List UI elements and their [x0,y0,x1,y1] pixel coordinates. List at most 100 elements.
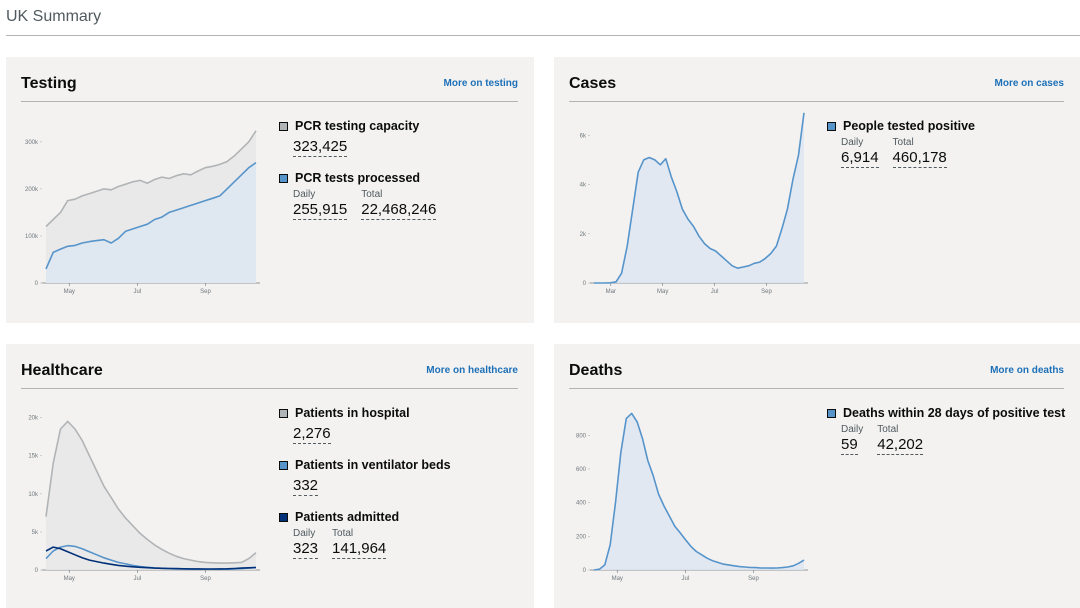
metric-label: PCR testing capacity [295,119,420,133]
metric-label: People tested positive [843,119,975,133]
more-on-cases-link[interactable]: More on cases [994,78,1064,89]
cases-card: Cases More on cases 0 2k 4k 6k Mar May Jul Sep … [554,57,1080,323]
series-line [45,420,257,564]
metric-value[interactable]: 323,425 [293,138,348,157]
card-header: Testing More on testing [21,73,518,102]
daily-label: Daily [293,189,316,200]
legend-swatch-blue [279,174,288,183]
deaths-chart: 0 200 400 600 800 May Jul Sep [576,412,808,582]
total-value[interactable]: 460,178 [892,149,947,168]
total-value[interactable]: 22,468,246 [361,201,437,220]
more-on-healthcare-link[interactable]: More on healthcare [426,365,518,376]
series-line [45,546,257,570]
series-area [594,112,804,283]
healthcare-chart: 0 5k 10k 15k 20k May Jul Sep [28,416,260,582]
metric-label: Patients in ventilator beds [295,458,451,472]
daily-label: Daily [841,424,864,435]
y-tick-label: 0 [35,568,39,574]
metric-value[interactable]: 332 [293,477,319,496]
metric-pcr-capacity: PCR testing capacity 323,425 [278,117,528,157]
y-tick-label: 0 [583,281,587,287]
total-label: Total [892,137,914,148]
testing-card: Testing More on testing 0 100k 200k 300k May… [6,57,534,323]
testing-metrics: PCR testing capacity 323,425 PCR tests p… [278,117,528,232]
y-tick-label: 20k [28,416,39,422]
x-tick-label: Jul [682,576,690,582]
series-line [593,412,805,571]
y-tick-label: 10k [28,492,39,498]
metric-ventilator-beds: Patients in ventilator beds 332 [278,456,528,496]
more-on-testing-link[interactable]: More on testing [443,78,518,89]
x-tick-label: Sep [200,576,211,582]
cases-metrics: People tested positive Daily 6,914 Total 4… [826,117,1076,180]
y-tick-label: 0 [583,568,587,574]
series-line [45,130,257,228]
legend-swatch-blue [827,409,836,418]
metric-label: Patients in hospital [295,406,410,420]
y-tick-label: 200k [25,187,39,193]
daily-value[interactable]: 255,915 [293,201,348,220]
card-title: Deaths [569,362,623,379]
daily-label: Daily [293,528,316,539]
healthcare-metrics: Patients in hospital 2,276 Patients in v… [278,404,528,571]
card-header: Healthcare More on healthcare [21,360,518,389]
title-divider [6,35,1080,36]
metric-label: PCR tests processed [295,171,421,185]
metric-deaths-28-days: Deaths within 28 days of positive test D… [826,404,1076,455]
legend-swatch-gray [279,409,288,418]
metric-label: Deaths within 28 days of positive test [843,406,1066,420]
x-tick-label: May [657,289,668,295]
card-header: Cases More on cases [569,73,1064,102]
y-tick-label: 4k [580,183,587,189]
legend-swatch-gray [279,122,288,131]
metric-tested-positive: People tested positive Daily 6,914 Total 4… [826,117,1076,168]
deaths-card: Deaths More on deaths 0 200 400 600 800 May Ju… [554,344,1080,608]
y-tick-label: 15k [28,454,39,460]
metric-pcr-processed: PCR tests processed Daily 255,915 Total 22… [278,169,528,220]
card-title: Healthcare [21,362,103,379]
legend-swatch-navy [279,513,288,522]
x-tick-label: May [64,576,75,582]
y-tick-label: 400 [576,501,587,507]
metric-label: Patients admitted [295,510,400,524]
total-label: Total [361,189,383,200]
total-value[interactable]: 141,964 [332,540,387,559]
y-tick-label: 100k [25,234,39,240]
healthcare-card: Healthcare More on healthcare 0 5k 10k 15k 2… [6,344,534,608]
more-on-deaths-link[interactable]: More on deaths [990,365,1064,376]
card-header: Deaths More on deaths [569,360,1064,389]
y-tick-label: 2k [580,232,587,238]
y-tick-label: 300k [25,140,39,146]
card-title: Cases [569,75,617,92]
metric-patients-hospital: Patients in hospital 2,276 [278,404,528,444]
legend-swatch-blue [279,461,288,470]
y-tick-label: 200 [576,534,587,540]
x-tick-label: Sep [748,576,759,582]
y-tick-label: 800 [576,433,587,439]
x-tick-label: Sep [761,289,772,295]
x-tick-label: Sep [200,289,211,295]
series-line [594,112,805,284]
x-tick-label: Jul [134,289,142,295]
y-tick-label: 600 [576,467,587,473]
metric-value[interactable]: 2,276 [293,425,331,444]
x-tick-label: Jul [711,289,719,295]
legend-swatch-blue [827,122,836,131]
x-tick-label: Mar [606,289,616,295]
total-label: Total [332,528,354,539]
total-value[interactable]: 42,202 [877,436,924,455]
testing-chart: 0 100k 200k 300k May Jul Sep [25,130,260,295]
y-tick-label: 0 [35,281,39,287]
cases-chart: 0 2k 4k 6k Mar May Jul Sep [580,112,808,295]
series-area [46,421,256,570]
x-tick-label: May [612,576,623,582]
y-tick-label: 6k [580,133,587,139]
x-tick-label: Jul [134,576,142,582]
x-tick-label: May [64,289,75,295]
card-title: Testing [21,75,77,92]
series-area [594,413,804,570]
daily-value[interactable]: 323 [293,540,319,559]
series-line [45,161,257,270]
daily-value[interactable]: 6,914 [841,149,879,168]
daily-value[interactable]: 59 [841,436,858,455]
